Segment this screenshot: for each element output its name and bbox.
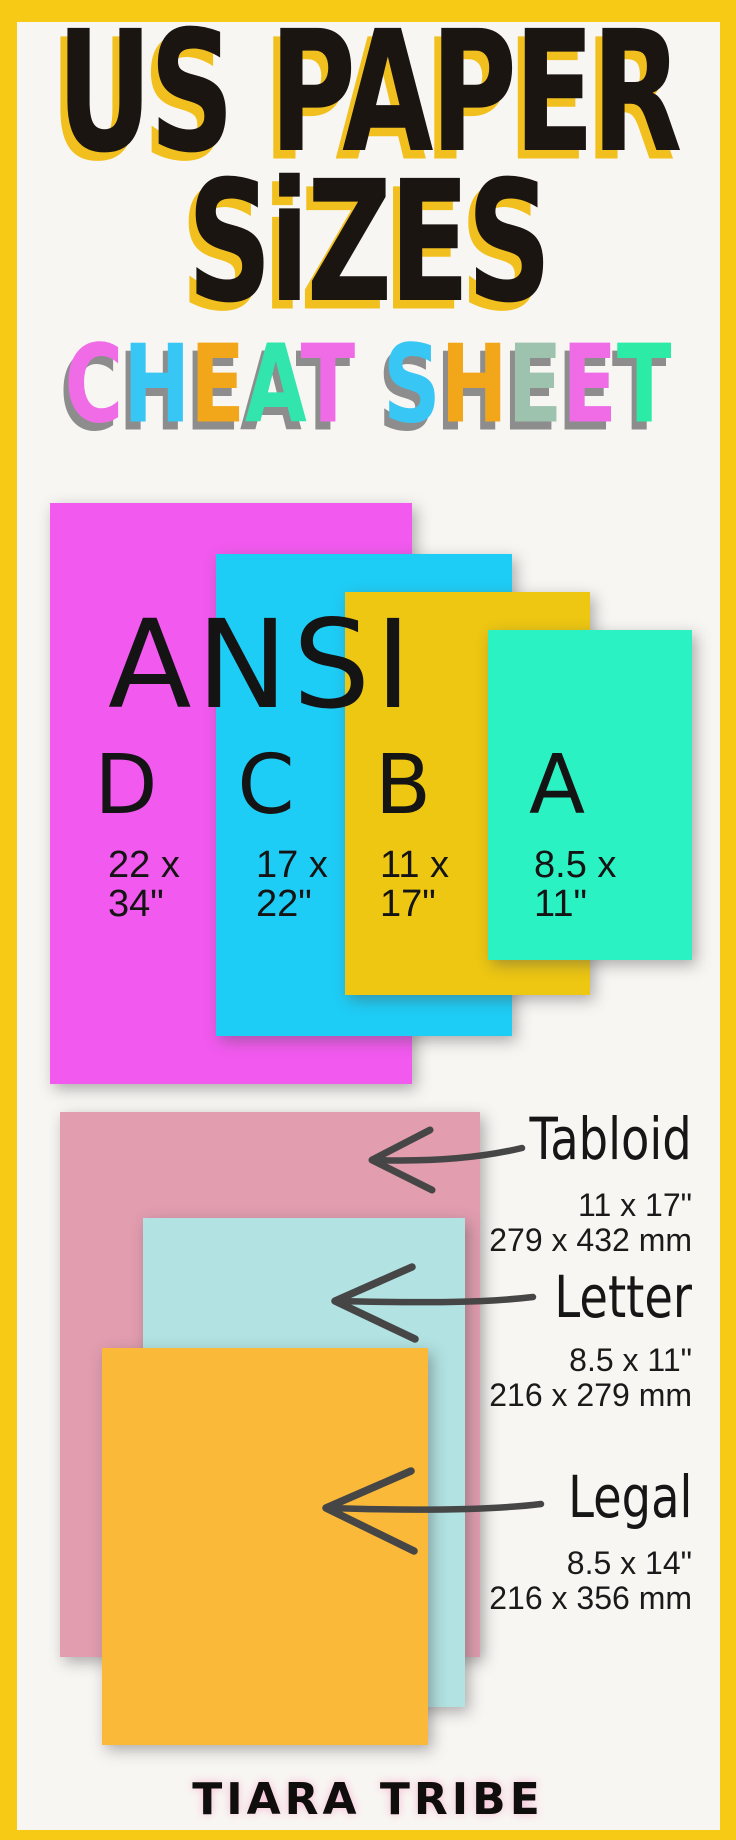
ansi-d-dimensions: 22 x 34" [108,844,180,925]
subtitle-letter-space [355,322,383,448]
legal-arrow-left-icon [312,1458,548,1556]
subtitle-letter: A [244,321,301,448]
subtitle-letter: E [507,321,563,448]
ansi-b-dimensions: 11 x 17" [380,844,450,925]
subtitle-letter: E [190,321,245,448]
brand-footer: TIARA TRIBE [192,1774,544,1825]
legal-dimensions: 8.5 x 14" 216 x 356 mm [489,1545,692,1616]
ansi-a-dimensions: 8.5 x 11" [534,844,617,925]
tabloid-label: Tabloid [529,1105,692,1173]
subtitle-letter: C [64,321,124,448]
subtitle-letter: T [616,321,672,448]
subtitle-cheat-sheet: CHEAT SHEET [0,330,736,439]
ansi-c-letter: C [237,738,295,833]
subtitle-letter: H [440,321,508,448]
ansi-a-paper [488,630,692,960]
tabloid-arrow-left-icon [362,1122,530,1198]
ansi-a-letter: A [528,738,586,833]
ansi-heading: ANSI [108,594,417,736]
legal-label: Legal [567,1463,692,1531]
ansi-d-letter: D [94,738,158,833]
subtitle-letter: T [300,321,356,448]
title-line-2: SiZES [187,143,552,340]
ansi-c-dimensions: 17 x 22" [256,844,328,925]
ansi-b-letter: B [374,738,432,833]
letter-label: Letter [554,1263,692,1331]
subtitle-letter: H [123,321,191,448]
subtitle-letter: S [383,321,441,448]
tabloid-dimensions: 11 x 17" 279 x 432 mm [489,1187,692,1258]
letter-dimensions: 8.5 x 11" 216 x 279 mm [489,1342,692,1413]
legal-paper [102,1348,428,1745]
subtitle-letter: E [562,321,617,448]
letter-arrow-left-icon [323,1255,540,1350]
title-line-1: US PAPER [56,0,683,190]
